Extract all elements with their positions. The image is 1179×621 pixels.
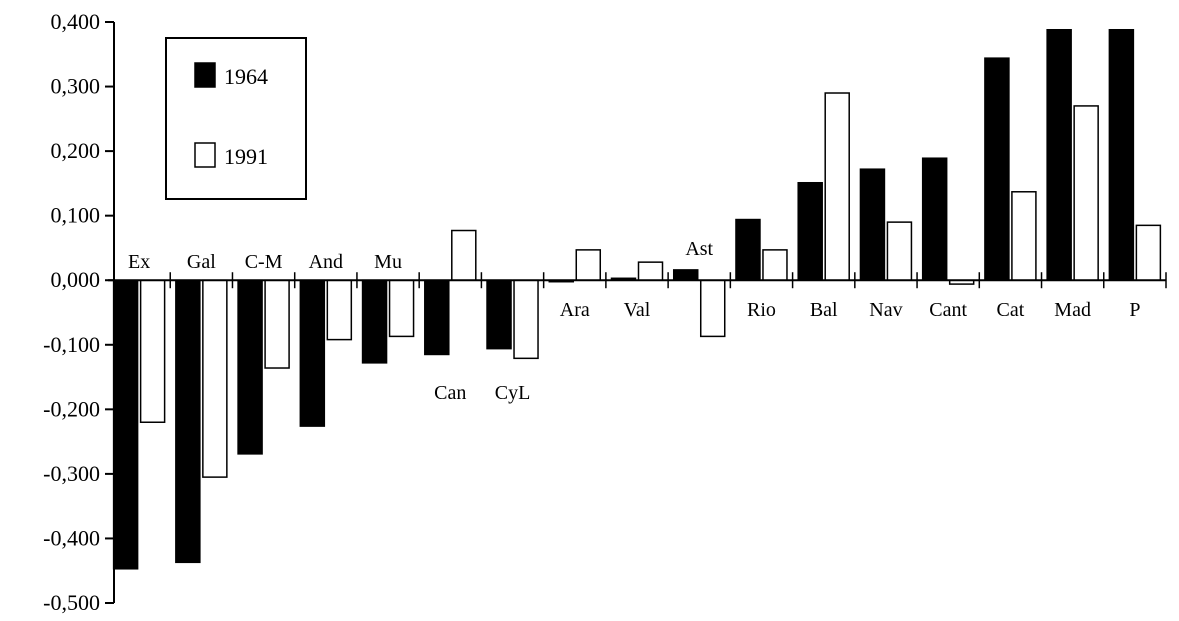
bar-1991-C-M bbox=[264, 279, 290, 369]
category-labels: Ex Gal C-M And Mu Can CyL Ara Val Ast Rio Bal Nav Can… bbox=[128, 238, 1140, 404]
y-tick-label: -0,200 bbox=[43, 396, 100, 421]
category-label-CyL: CyL bbox=[495, 382, 531, 404]
bar-1991-And bbox=[326, 279, 353, 341]
category-label-P: P bbox=[1129, 299, 1140, 321]
y-tick-label: 0,400 bbox=[51, 9, 101, 34]
category-label-Cant: Cant bbox=[929, 299, 967, 321]
legend-label-1991: 1991 bbox=[224, 144, 268, 169]
legend-box bbox=[165, 37, 307, 200]
bar-1991-Rio bbox=[762, 249, 788, 281]
legend-swatch-1964 bbox=[194, 62, 216, 88]
category-label-Rio: Rio bbox=[747, 299, 776, 321]
bar-1991-Ast bbox=[699, 279, 726, 338]
bar-1964-CyL bbox=[486, 279, 512, 350]
bar-1991-Val bbox=[637, 261, 664, 281]
bar-1991-Mu bbox=[388, 279, 415, 338]
bar-1964-P bbox=[1108, 28, 1135, 281]
bar-1991-CyL bbox=[513, 279, 539, 360]
x-axis-ticks bbox=[169, 272, 1167, 289]
category-label-Val: Val bbox=[624, 299, 651, 321]
bar-1991-Nav bbox=[886, 221, 913, 281]
category-label-Cat: Cat bbox=[997, 299, 1025, 321]
bar-1991-Cat bbox=[1011, 191, 1037, 281]
bar-1991-Can bbox=[451, 229, 477, 281]
bar-1964-Mad bbox=[1046, 28, 1072, 281]
bar-1964-Can bbox=[424, 279, 450, 356]
bar-1964-Nav bbox=[859, 168, 886, 281]
y-tick-label: -0,500 bbox=[43, 590, 100, 615]
y-tick-label: 0,000 bbox=[51, 267, 101, 292]
category-label-Bal: Bal bbox=[810, 299, 838, 321]
category-label-And: And bbox=[309, 251, 343, 273]
bar-1991-P bbox=[1135, 224, 1162, 281]
y-tick-label: -0,100 bbox=[43, 332, 100, 357]
category-label-C-M: C-M bbox=[245, 251, 283, 273]
bar-1991-Bal bbox=[824, 92, 850, 281]
bar-1964-Rio bbox=[735, 218, 761, 281]
bar-1964-Gal bbox=[175, 279, 201, 564]
y-tick-label: -0,400 bbox=[43, 525, 100, 550]
y-tick-label: -0,300 bbox=[43, 461, 100, 486]
category-label-Gal: Gal bbox=[187, 251, 216, 273]
y-tick-label: 0,300 bbox=[51, 74, 101, 99]
y-tick-label: 0,200 bbox=[51, 138, 101, 163]
y-tick-label: 0,100 bbox=[51, 203, 101, 228]
category-label-Can: Can bbox=[434, 382, 466, 404]
bar-1964-Mu bbox=[361, 279, 388, 364]
bar-1964-Ast bbox=[672, 269, 699, 281]
bar-1991-Gal bbox=[202, 279, 228, 478]
category-label-Ara: Ara bbox=[560, 299, 590, 321]
bar-1964-Cat bbox=[984, 57, 1010, 281]
category-label-Mu: Mu bbox=[374, 251, 402, 273]
legend-label-1964: 1964 bbox=[224, 64, 268, 89]
bar-1964-C-M bbox=[237, 279, 263, 455]
bar-1964-Ex bbox=[112, 279, 139, 570]
y-axis-ticks: 0,400 0,300 0,200 0,100 0,000 -0,100 -0,200 -0,… bbox=[43, 9, 114, 615]
category-label-Mad: Mad bbox=[1054, 299, 1091, 321]
category-label-Nav: Nav bbox=[869, 299, 902, 321]
legend: 1964 1991 bbox=[165, 37, 307, 200]
bar-1964-Cant bbox=[921, 157, 948, 281]
bar-1991-Ara bbox=[575, 249, 602, 281]
bar-1991-Mad bbox=[1073, 105, 1099, 281]
bar-1964-Bal bbox=[797, 181, 823, 281]
legend-swatch-1991 bbox=[194, 142, 216, 168]
bar-1964-And bbox=[299, 279, 326, 427]
category-label-Ast: Ast bbox=[685, 238, 713, 260]
category-label-Ex: Ex bbox=[128, 251, 150, 273]
bar-1991-Ex bbox=[139, 279, 166, 423]
